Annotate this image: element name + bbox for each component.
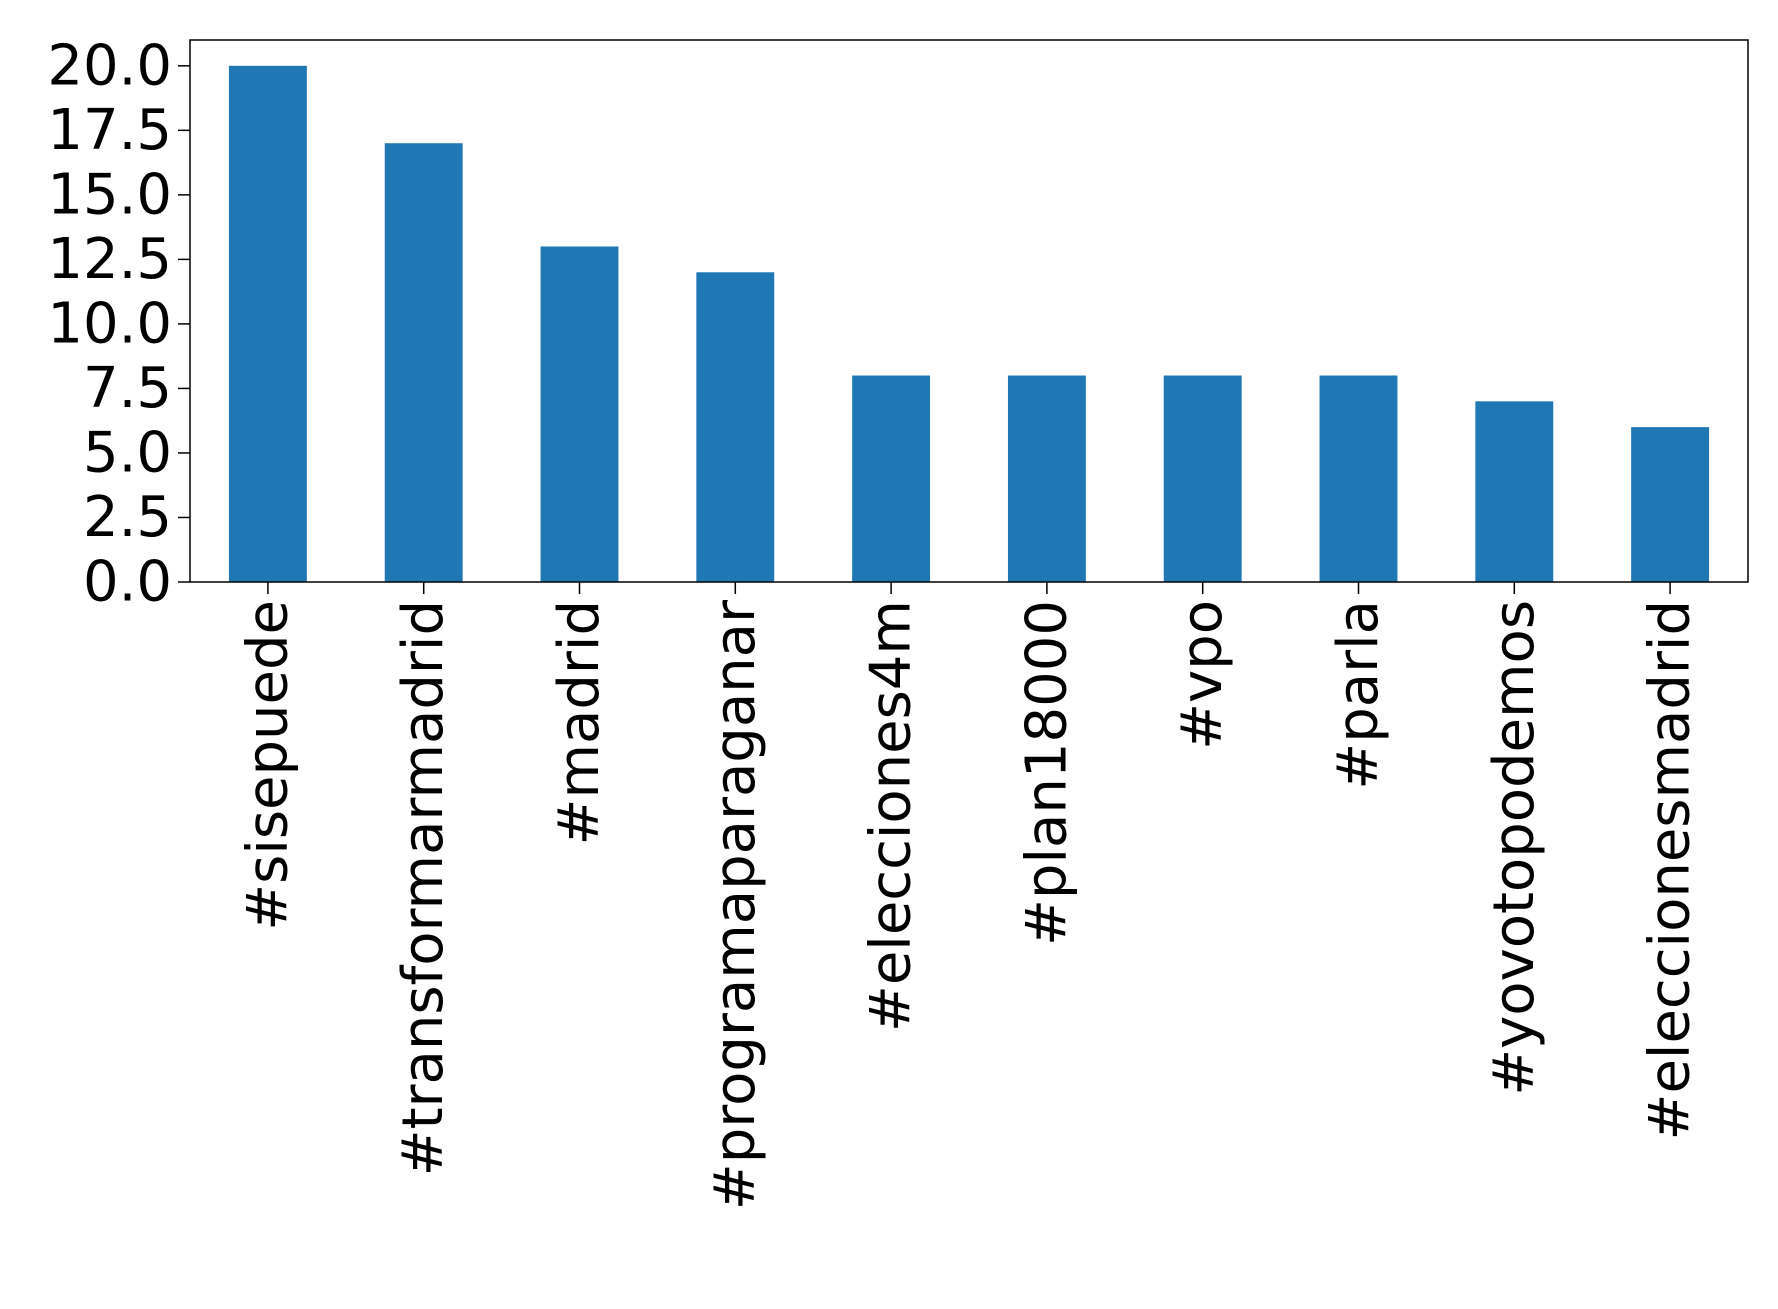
x-tick-label: #eleccionesmadrid [1638,600,1703,1140]
bar-eleccionesmadrid [1631,427,1710,582]
x-tick-label: #parla [1326,600,1391,790]
y-tick-label: 7.5 [83,356,172,421]
bars-layer [228,65,1710,583]
bar-sisepuede [228,65,307,583]
bar-elecciones4m [852,375,931,582]
x-tick-label: #yovotopodemos [1482,600,1547,1096]
bar-parla [1319,375,1398,582]
bar-yovotopodemos [1475,401,1554,582]
x-axis: #sisepuede #transformarmadrid #madrid #prog… [235,582,1703,1210]
y-tick-label: 2.5 [83,485,172,550]
bar-plan18000 [1007,375,1086,582]
x-tick-label: #madrid [547,600,612,845]
x-tick-label: #transformarmadrid [391,600,456,1176]
y-tick-label: 5.0 [83,420,172,485]
bar-programaparaganar [696,272,775,582]
y-tick-label: 10.0 [47,291,172,356]
x-tick-label: #sisepuede [235,600,300,931]
y-tick-label: 0.0 [83,550,172,615]
y-tick-label: 17.5 [47,98,172,163]
y-tick-label: 12.5 [47,227,172,292]
x-tick-label: #plan18000 [1014,600,1079,946]
bar-vpo [1163,375,1242,582]
x-tick-label: #elecciones4m [859,600,924,1032]
plot-frame [189,39,1749,583]
bar-transformarmadrid [384,143,463,582]
y-tick-label: 20.0 [47,33,172,98]
x-tick-label: #programaparaganar [703,599,768,1210]
x-tick-label: #vpo [1170,600,1235,750]
y-tick-label: 15.0 [47,162,172,227]
bar-madrid [540,246,619,582]
y-axis: 0.02.55.07.510.012.515.017.520.0 [47,33,190,615]
